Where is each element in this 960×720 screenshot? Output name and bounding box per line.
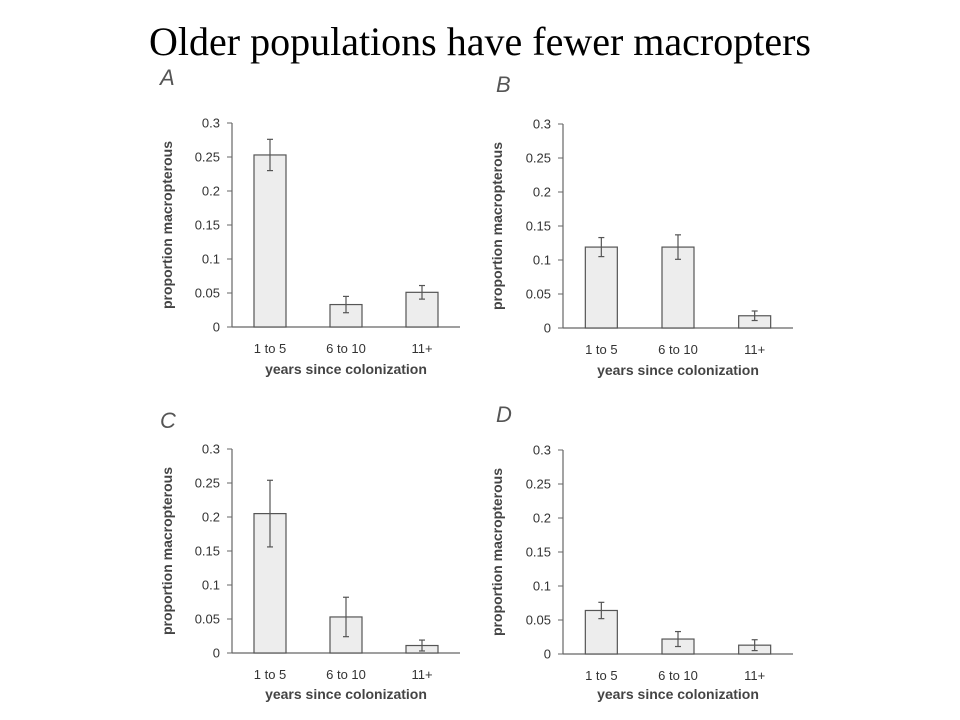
panel-c-x-tick-label: 11+ <box>411 667 432 682</box>
panel-a-y-tick-label: 0 <box>213 320 220 335</box>
panel-d-x-tick-label: 11+ <box>744 668 765 683</box>
panel-b-y-axis-label: proportion macropterous <box>489 142 505 310</box>
panel-d-y-tick-label: 0.05 <box>526 613 551 628</box>
panel-a-y-tick-label: 0.05 <box>195 286 220 301</box>
panel-c-y-tick-label: 0.05 <box>195 612 220 627</box>
panel-a-bar <box>253 154 287 328</box>
panel-d-y-tick-label: 0 <box>544 647 551 662</box>
panel-c-y-tick-label: 0.25 <box>195 476 220 491</box>
panel-c-x-tick-label: 6 to 10 <box>326 667 366 682</box>
panel-a: A 0 0.05 0.1 0.15 0.2 0.25 0.3 1 to 5 6 to 10 11+ y… <box>158 65 460 377</box>
panel-b-y-tick-label: 0.1 <box>533 253 551 268</box>
panel-a-y-axis-label: proportion macropterous <box>159 141 175 309</box>
panel-c-y-axis-label: proportion macropterous <box>159 467 175 635</box>
panel-c-y-tick-label: 0.1 <box>202 578 220 593</box>
panel-c-y-tick-label: 0.2 <box>202 510 220 525</box>
panel-d-x-tick-label: 6 to 10 <box>658 668 698 683</box>
panel-b-x-tick-label: 6 to 10 <box>658 342 698 357</box>
panel-d-y-tick-label: 0.25 <box>526 477 551 492</box>
panel-a-y-tick-label: 0.3 <box>202 116 220 131</box>
panel-b-y-tick-label: 0.2 <box>533 185 551 200</box>
panel-b-bar <box>584 246 618 329</box>
slide-title: Older populations have fewer macropters <box>149 19 811 64</box>
panel-d-y-tick-label: 0.2 <box>533 511 551 526</box>
panel-a-y-tick-label: 0.25 <box>195 150 220 165</box>
panel-d-y-tick-label: 0.1 <box>533 579 551 594</box>
panel-d-y-tick-label: 0.15 <box>526 545 551 560</box>
panel-b-bar <box>661 246 695 329</box>
panel-a-x-tick-label: 11+ <box>411 341 432 356</box>
panel-a-x-axis-label: years since colonization <box>265 361 427 377</box>
panel-d-y-axis-label: proportion macropterous <box>489 468 505 636</box>
panel-d: D 0 0.05 0.1 0.15 0.2 0.25 0.3 1 to 5 6 to 10 11+ y… <box>489 402 793 702</box>
panel-d-y-tick-label: 0.3 <box>533 443 551 458</box>
panel-c-y-tick-label: 0 <box>213 646 220 661</box>
panel-a-x-tick-label: 1 to 5 <box>254 341 287 356</box>
panel-b-x-axis-label: years since colonization <box>597 362 759 378</box>
panel-a-y-tick-label: 0.15 <box>195 218 220 233</box>
panel-c-y-tick-label: 0.3 <box>202 442 220 457</box>
panel-c: C 0 0.05 0.1 0.15 0.2 0.25 0.3 1 to 5 6 to 10 11+ y… <box>159 408 460 702</box>
panel-c-letter: C <box>160 408 176 433</box>
panel-d-letter: D <box>496 402 512 427</box>
panel-c-y-tick-label: 0.15 <box>195 544 220 559</box>
panel-a-letter: A <box>158 65 175 90</box>
panel-b-y-tick-label: 0 <box>544 321 551 336</box>
panel-b-x-tick-label: 1 to 5 <box>585 342 618 357</box>
panel-d-x-tick-label: 1 to 5 <box>585 668 618 683</box>
panel-b-letter: B <box>496 72 511 97</box>
panel-b-y-tick-label: 0.15 <box>526 219 551 234</box>
panel-b-y-tick-label: 0.25 <box>526 151 551 166</box>
panel-b: B 0 0.05 0.1 0.15 0.2 0.25 0.3 1 to 5 6 to 10 11+ y… <box>489 72 793 378</box>
panel-d-x-axis-label: years since colonization <box>597 686 759 702</box>
panel-a-x-tick-label: 6 to 10 <box>326 341 366 356</box>
panel-c-x-axis-label: years since colonization <box>265 686 427 702</box>
panel-a-y-tick-label: 0.1 <box>202 252 220 267</box>
panel-b-y-tick-label: 0.3 <box>533 117 551 132</box>
panel-a-y-tick-label: 0.2 <box>202 184 220 199</box>
panel-b-y-tick-label: 0.05 <box>526 287 551 302</box>
panel-c-x-tick-label: 1 to 5 <box>254 667 287 682</box>
panel-b-x-tick-label: 11+ <box>744 342 765 357</box>
